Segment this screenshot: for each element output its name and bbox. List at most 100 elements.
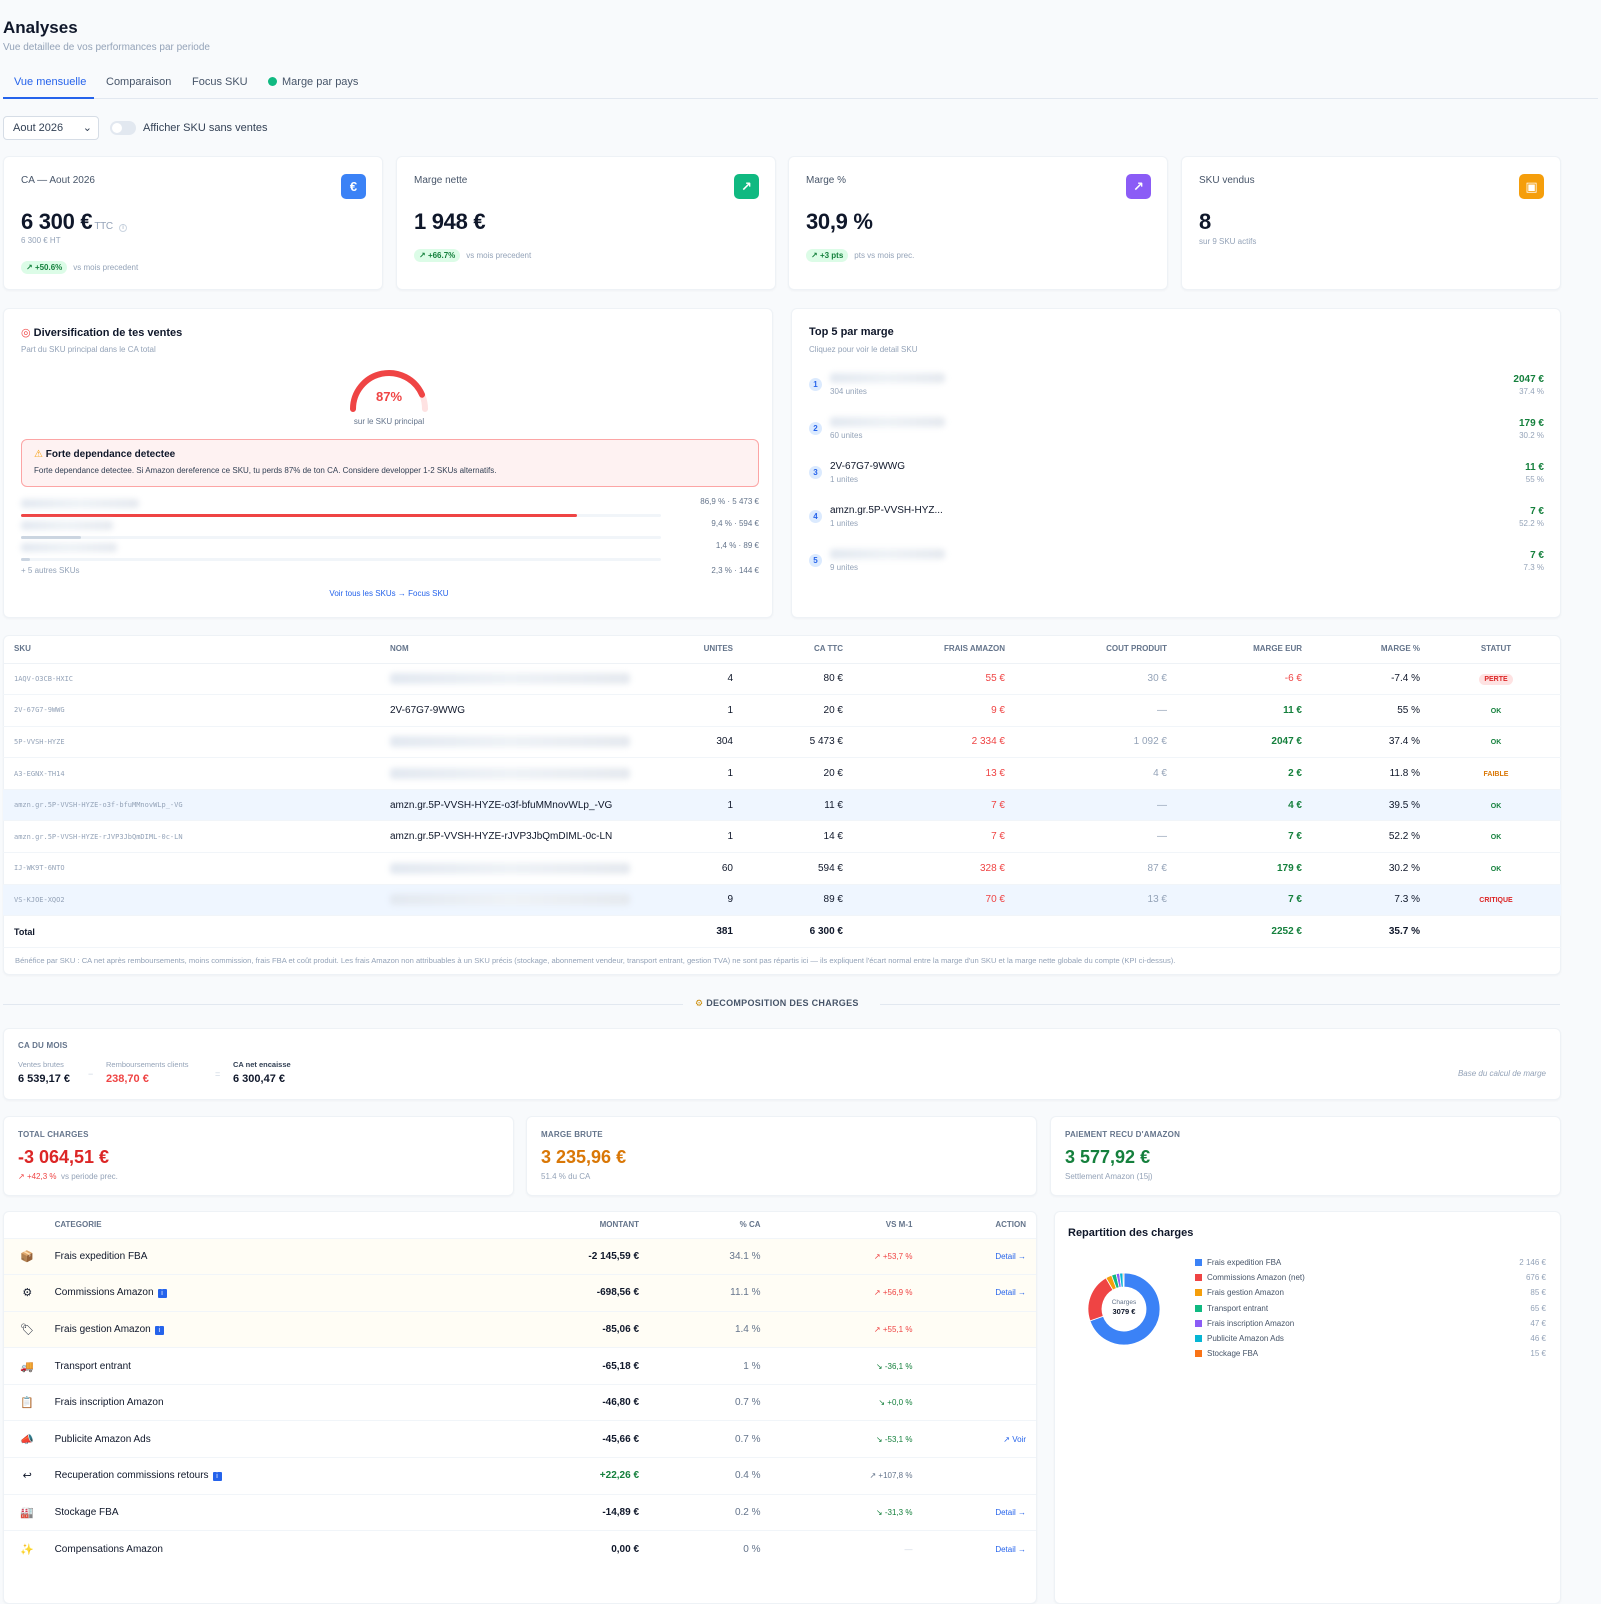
cell-sku: VS-KJOE-XQO2 xyxy=(3,884,379,917)
trend-up-icon: ↗ xyxy=(734,174,759,199)
kpi-delta-row: ↗ +3 pts pts vs mois prec. xyxy=(806,249,914,262)
show-unsold-toggle[interactable] xyxy=(110,121,136,135)
cell-marge: 179 € xyxy=(1178,852,1313,885)
charge-row[interactable]: 📣 Publicite Amazon Ads -45,66 €0.7 % ↘ -53,… xyxy=(4,1420,1036,1458)
info-icon[interactable]: i xyxy=(212,1472,222,1482)
legend-value: 46 € xyxy=(1530,1334,1546,1343)
status-badge: OK xyxy=(1490,834,1502,842)
cell-statut: OK xyxy=(1431,789,1561,822)
cell-nom: amzn.gr.5P-VVSH-HYZE-o3f-bfuMMnovWLp_-VG xyxy=(379,789,669,822)
detail-link[interactable]: Detail → xyxy=(995,1251,1026,1261)
tab-label: Marge par pays xyxy=(282,76,359,88)
page-subtitle: Vue detaillee de vos performances par pe… xyxy=(3,42,210,53)
total-label: Total xyxy=(3,915,379,948)
view-ads-link[interactable]: ↗ Voir xyxy=(1003,1434,1026,1444)
truck-icon: 🚚 xyxy=(20,1360,35,1373)
tab-marge-par-pays[interactable]: Marge par pays xyxy=(268,76,358,88)
charge-action xyxy=(916,1310,1036,1348)
cell-nom xyxy=(379,663,669,696)
charge-row[interactable]: 📦 Frais expedition FBA -2 145,59 €34.1 % ↗ … xyxy=(4,1237,1036,1275)
blurred-product-name xyxy=(390,673,630,685)
charge-row[interactable]: ↩ Recuperation commissions retours i +22,26… xyxy=(4,1457,1036,1495)
cell-nom: 2V-67G7-9WWG xyxy=(379,694,669,727)
info-icon[interactable]: i xyxy=(154,1325,164,1335)
charge-row[interactable]: 🏷 Frais gestion Amazon i -85,06 €1.4 % ↗ +55… xyxy=(4,1310,1036,1348)
donut-slice[interactable] xyxy=(1122,1272,1125,1288)
charge-vs-m1: ↗ +107,8 % xyxy=(764,1457,917,1495)
cell-frais: 328 € xyxy=(854,852,1016,885)
paiement-sub: Settlement Amazon (15j) xyxy=(1065,1172,1153,1181)
cell-cout: — xyxy=(1016,694,1178,727)
charge-amount: -46,80 € xyxy=(496,1383,644,1421)
col-frais: FRAIS AMAZON xyxy=(854,635,1016,664)
charge-row[interactable]: ✨ Compensations Amazon 0,00 €0 % — Detail → xyxy=(4,1530,1036,1568)
table-row[interactable]: 2V-67G7-9WWG 2V-67G7-9WWG 1 20 €9 € —11 €55 … xyxy=(3,694,1561,727)
cell-cout: 30 € xyxy=(1016,663,1178,696)
table-row[interactable]: amzn.gr.5P-VVSH-HYZE-o3f-bfuMMnovWLp_-VG… xyxy=(3,789,1561,822)
table-row[interactable]: VS-KJOE-XQO2 9 89 €70 €13 €7 €7.3 % CRITIQU… xyxy=(3,884,1561,917)
tab-comparaison[interactable]: Comparaison xyxy=(106,76,172,88)
cell-sku: A3-EGNX-TH14 xyxy=(3,757,379,790)
cell-sku: IJ-WK9T-6NTO xyxy=(3,852,379,885)
charge-vs-m1: ↗ +53,7 % xyxy=(764,1237,917,1275)
cell-unites: 4 xyxy=(669,663,744,696)
kpi-label: Marge nette xyxy=(414,175,468,186)
table-row[interactable]: amzn.gr.5P-VVSH-HYZE-rJVP3JbQmDIML-0c-LN… xyxy=(3,820,1561,854)
charge-row[interactable]: 📋 Frais inscription Amazon -46,80 €0.7 % ↘ … xyxy=(4,1383,1036,1421)
cell-ca: 80 € xyxy=(744,663,854,696)
cell-sku: 1AQV-O3CB-HXIC xyxy=(3,663,379,696)
cell-nom xyxy=(379,884,669,917)
legend-swatch xyxy=(1195,1335,1202,1342)
charge-action xyxy=(916,1347,1036,1385)
period-select[interactable]: Aout 2026 ⌄ xyxy=(3,116,99,140)
charge-category: Recuperation commissions retours i xyxy=(50,1457,497,1495)
detail-link[interactable]: Detail → xyxy=(995,1507,1026,1517)
charge-row[interactable]: 🏭 Stockage FBA -14,89 €0.2 % ↘ -31,3 % Detai… xyxy=(4,1493,1036,1531)
total-charges-value: -3 064,51 € xyxy=(18,1147,110,1167)
cell-cout: — xyxy=(1016,820,1178,854)
charge-row[interactable]: 🚚 Transport entrant -65,18 €1 % ↘ -36,1 % xyxy=(4,1347,1036,1385)
cell-marge-pct: 52.2 % xyxy=(1313,820,1431,854)
table-row[interactable]: 5P-VVSH-HYZE 304 5 473 €2 334 €1 092 €2047… xyxy=(3,726,1561,759)
charge-category: Frais inscription Amazon xyxy=(50,1383,497,1421)
table-row[interactable]: IJ-WK9T-6NTO 60 594 €328 €87 €179 €30.2 % O… xyxy=(3,852,1561,885)
share-row: 9,4 % · 594 € xyxy=(21,519,759,539)
status-badge: OK xyxy=(1490,802,1502,810)
sparkle-icon: ✨ xyxy=(20,1543,35,1556)
legend-item: Commissions Amazon (net) xyxy=(1195,1273,1305,1282)
cell-cout: 87 € xyxy=(1016,852,1178,885)
table-row[interactable]: A3-EGNX-TH14 1 20 €13 €4 €2 €11.8 % FAIBLE xyxy=(3,757,1561,790)
charge-row[interactable]: ⚙ Commissions Amazon i -698,56 €11.1 % ↗ +56… xyxy=(4,1274,1036,1312)
cell-marge-pct: 11.8 % xyxy=(1313,757,1431,790)
legend-value: 15 € xyxy=(1530,1349,1546,1359)
info-icon[interactable]: i xyxy=(157,1289,167,1299)
total-marge-pct: 35.7 % xyxy=(1313,915,1431,948)
charge-category: Transport entrant xyxy=(50,1347,497,1385)
charges-donut-card: Repartition des charges Charges 3079 € F… xyxy=(1054,1211,1561,1604)
legend-value: 2 146 € xyxy=(1519,1258,1546,1267)
target-icon: ◎ xyxy=(21,327,31,339)
share-bar xyxy=(21,514,578,517)
legend-item: Frais inscription Amazon xyxy=(1195,1319,1294,1328)
col-unites: UNITES xyxy=(669,635,744,664)
detail-link[interactable]: Detail → xyxy=(995,1288,1026,1298)
cell-unites: 304 xyxy=(669,726,744,759)
sku-table: SKU NOM UNITES CA TTC FRAIS AMAZON COUT … xyxy=(3,635,1561,948)
kpi-card-sku-vendus: SKU vendus ▣ 8 sur 9 SKU actifs xyxy=(1181,156,1561,290)
tab-focus-sku[interactable]: Focus SKU xyxy=(192,76,248,88)
donut-slice[interactable] xyxy=(1089,1272,1161,1346)
diversification-subtitle: Part du SKU principal dans le CA total xyxy=(21,345,156,354)
charges-section-title: ⚙ DECOMPOSITION DES CHARGES xyxy=(695,998,859,1008)
cell-marge: -6 € xyxy=(1178,663,1313,696)
table-row[interactable]: 1AQV-O3CB-HXIC 4 80 €55 €30 € -6 € -7.4 % PER… xyxy=(3,663,1561,696)
tab-vue-mensuelle[interactable]: Vue mensuelle xyxy=(14,76,87,88)
col-marge: MARGE EUR xyxy=(1178,635,1313,664)
cell-sku: amzn.gr.5P-VVSH-HYZE-rJVP3JbQmDIML-0c-LN xyxy=(3,820,379,854)
period-select-value: Aout 2026 xyxy=(13,122,64,134)
see-all-skus-link[interactable]: Voir tous les SKUs → Focus SKU xyxy=(329,589,449,598)
marge-brute-sub: 51.4 % du CA xyxy=(541,1172,591,1181)
gross-value: 6 539,17 € xyxy=(18,1073,70,1085)
detail-link[interactable]: Detail → xyxy=(995,1544,1026,1554)
cell-statut: PERTE xyxy=(1431,663,1561,696)
cell-frais: 7 € xyxy=(854,820,1016,854)
